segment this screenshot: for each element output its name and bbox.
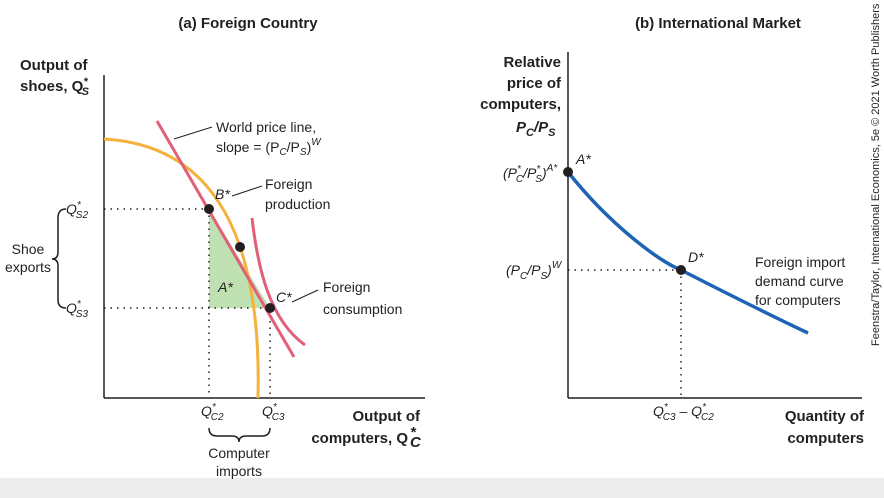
foreign-production-label-line1: Foreign	[265, 176, 312, 192]
shoe-exports-label-line2: exports	[5, 259, 51, 275]
tick-q-s2: Q* S2	[66, 200, 88, 221]
point-c-star	[265, 303, 275, 313]
computer-imports-brace	[208, 427, 271, 443]
panel-b-title: (b) International Market	[635, 15, 801, 32]
label-d-star: D*	[688, 249, 704, 265]
panel-b-y-axis-title-line2: price of	[507, 75, 562, 92]
foreign-consumption-label-line1: Foreign	[323, 279, 370, 295]
ppf-curve	[103, 137, 260, 399]
point-a-star	[235, 242, 245, 252]
panel-a-x-axis-title-line2: computers, Q	[311, 430, 408, 447]
tick-price-autarky: (P* C/P* S)A*	[503, 163, 558, 185]
label-a-star-b: A*	[575, 151, 591, 167]
world-price-label-line2: slope = (PC/PS)W	[216, 137, 322, 158]
demand-label-line3: for computers	[755, 292, 841, 308]
panel-a-title: (a) Foreign Country	[178, 15, 318, 32]
world-price-label-line1: World price line,	[216, 119, 316, 135]
panel-a-y-axis-title-line1: Output of	[20, 57, 88, 74]
panel-b-y-axis-title-line4: PC/PS	[516, 119, 556, 139]
panel-a-x-axis-title-sub: C	[410, 434, 422, 451]
world-price-leader	[173, 126, 213, 140]
tick-price-world: (PC/PS)W	[506, 260, 563, 282]
point-d-star	[676, 265, 686, 275]
point-a-star-b	[563, 167, 573, 177]
point-b-star	[204, 204, 214, 214]
tick-q-s3: Q* S3	[66, 299, 88, 320]
foreign-consumption-leader	[291, 289, 319, 303]
panel-b-x-axis-title-line2: computers	[787, 430, 864, 447]
demand-label-line1: Foreign import	[755, 254, 845, 270]
shoe-exports-label-line1: Shoe	[12, 241, 45, 257]
panel-b-y-axis-title-line1: Relative	[503, 54, 561, 71]
trade-triangle	[209, 209, 270, 308]
tick-quantity-imports: Q* C3 – Q* C2	[653, 402, 714, 423]
world-price-line	[155, 120, 296, 358]
tick-q-c3: Q* C3	[262, 402, 285, 423]
tick-q-c2: Q* C2	[201, 402, 224, 423]
foreign-production-leader	[231, 185, 263, 197]
label-a-star: A*	[217, 279, 233, 295]
foreign-consumption-label-line2: consumption	[323, 301, 402, 317]
credit-line: Feenstra/Taylor, International Economics…	[870, 3, 882, 346]
panel-a-y-axis-title-line2: shoes, Q* S	[20, 76, 90, 98]
label-c-star: C*	[276, 289, 292, 305]
panel-b-y-axis-title-line3: computers,	[480, 96, 561, 113]
panel-a-x-axis-title-sup: *	[410, 424, 417, 441]
foreign-production-label-line2: production	[265, 196, 330, 212]
bottom-strip	[0, 478, 884, 498]
shoe-exports-brace	[51, 208, 67, 309]
panel-b-x-axis-title-line1: Quantity of	[785, 408, 865, 425]
panel-a-x-axis-title-line1: Output of	[353, 408, 421, 425]
label-b-star: B*	[215, 186, 230, 202]
demand-label-line2: demand curve	[755, 273, 844, 289]
computer-imports-label-line2: imports	[216, 463, 262, 479]
computer-imports-label-line1: Computer	[208, 445, 270, 461]
indifference-curve	[250, 217, 306, 347]
